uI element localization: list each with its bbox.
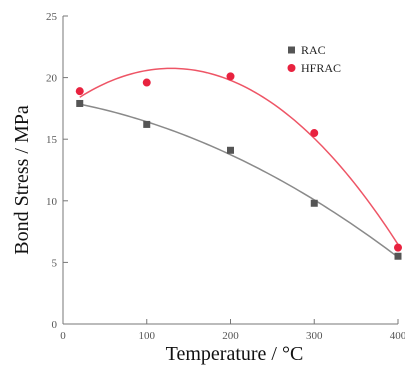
tick-layer: 0 5 10 15 20 25 0 100 200 300 400 [46,11,405,342]
x-tick-label: 400 [390,330,405,342]
y-tick-label: 15 [46,134,58,146]
y-tick-label: 10 [46,196,58,208]
point-hfrac [75,87,84,96]
data-markers [75,72,402,260]
fit-curves [79,67,399,258]
plot-axes [62,16,398,325]
legend-label-hfrac: HFRAC [301,61,341,75]
y-axis-title: Bond Stress / MPa [11,105,33,255]
legend-label-rac: RAC [301,43,326,57]
point-rac [76,99,84,107]
legend-marker-hfrac [287,64,296,72]
point-hfrac [310,129,319,138]
x-tick-label: 100 [139,330,156,342]
fit-curve-rac [79,103,399,258]
point-hfrac [142,78,151,87]
point-rac [143,120,151,128]
x-axis-title: Temperature / °C [166,343,304,365]
y-tick-label: 20 [46,73,58,85]
point-rac [310,199,318,207]
point-hfrac [394,243,402,252]
y-tick-label: 0 [52,319,58,331]
fit-curve-hfrac [79,67,399,245]
point-rac [394,252,402,260]
legend-marker-rac [288,46,295,54]
point-rac [227,146,234,154]
x-tick-label: 0 [60,330,66,342]
legend: RAC HFRAC [287,43,341,75]
y-tick-label: 25 [46,11,58,23]
y-tick-label: 5 [52,257,58,269]
x-tick-label: 200 [222,330,239,342]
point-hfrac [226,72,235,81]
x-tick-label: 300 [306,330,323,342]
